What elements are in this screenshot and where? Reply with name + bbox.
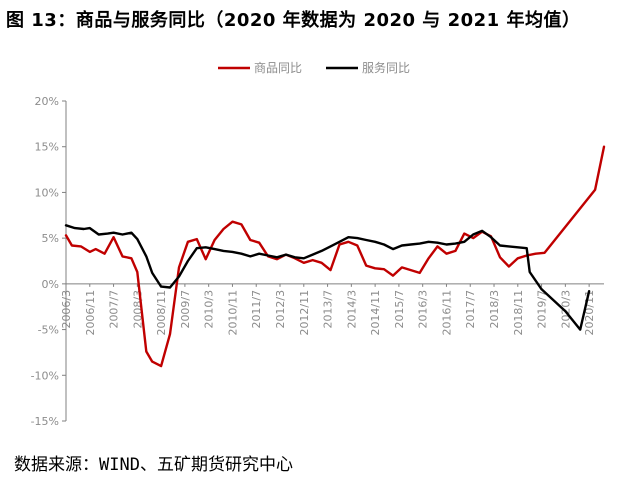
x-tick-label: 2006/11 xyxy=(84,290,97,336)
x-tick-label: 2012/3 xyxy=(274,290,287,329)
chart-title: 图 13：商品与服务同比（2020 年数据为 2020 与 2021 年均值） xyxy=(6,10,581,31)
axes xyxy=(65,101,604,421)
x-tick-label: 2016/3 xyxy=(417,290,430,329)
services-yoy-line xyxy=(64,224,591,331)
x-tick-label: 2016/11 xyxy=(440,290,453,336)
y-tick-label: 5% xyxy=(42,232,59,245)
y-tick-label: -10% xyxy=(31,369,59,382)
x-tick-label: 2009/7 xyxy=(179,290,192,329)
x-tick-label: 2012/11 xyxy=(298,290,311,336)
x-tick-label: 2010/11 xyxy=(226,290,239,336)
y-tick-label: 15% xyxy=(35,141,59,154)
x-tick-label: 2013/7 xyxy=(322,290,335,329)
x-tick-label: 2014/3 xyxy=(345,290,358,329)
legend-label: 商品同比 xyxy=(254,60,302,75)
x-tick-label: 2017/7 xyxy=(464,290,477,329)
legend: 商品同比 服务同比 xyxy=(218,60,410,75)
x-tick-label: 2007/7 xyxy=(108,290,121,329)
x-tick-label: 2011/7 xyxy=(250,290,263,329)
goods-yoy-line xyxy=(64,145,606,368)
x-tick-label: 2018/3 xyxy=(488,290,501,329)
x-tick-label: 2020/3 xyxy=(559,290,572,329)
x-tick-label: 2014/11 xyxy=(369,290,382,336)
y-tick-label: -5% xyxy=(38,324,59,337)
y-tick-label: 10% xyxy=(35,186,59,199)
x-tick-label: 2008/11 xyxy=(155,290,168,336)
x-tick-label: 2010/3 xyxy=(203,290,216,329)
data-source-note: 数据来源：WIND、五矿期货研究中心 xyxy=(14,455,293,475)
x-tick-label: 2015/7 xyxy=(393,290,406,329)
x-tick-label: 2019/7 xyxy=(536,290,549,329)
x-tick-label: 2018/11 xyxy=(512,290,525,336)
legend-label: 服务同比 xyxy=(362,60,410,75)
x-axis: 2006/32006/112007/72008/32008/112009/720… xyxy=(60,283,596,336)
y-axis: -15% -10% -5% 0% 5% 10% 15% 20% xyxy=(31,95,66,428)
y-tick-label: -15% xyxy=(31,415,59,428)
y-tick-label: 0% xyxy=(42,278,59,291)
series-lines xyxy=(64,145,606,368)
y-tick-label: 20% xyxy=(35,95,59,108)
